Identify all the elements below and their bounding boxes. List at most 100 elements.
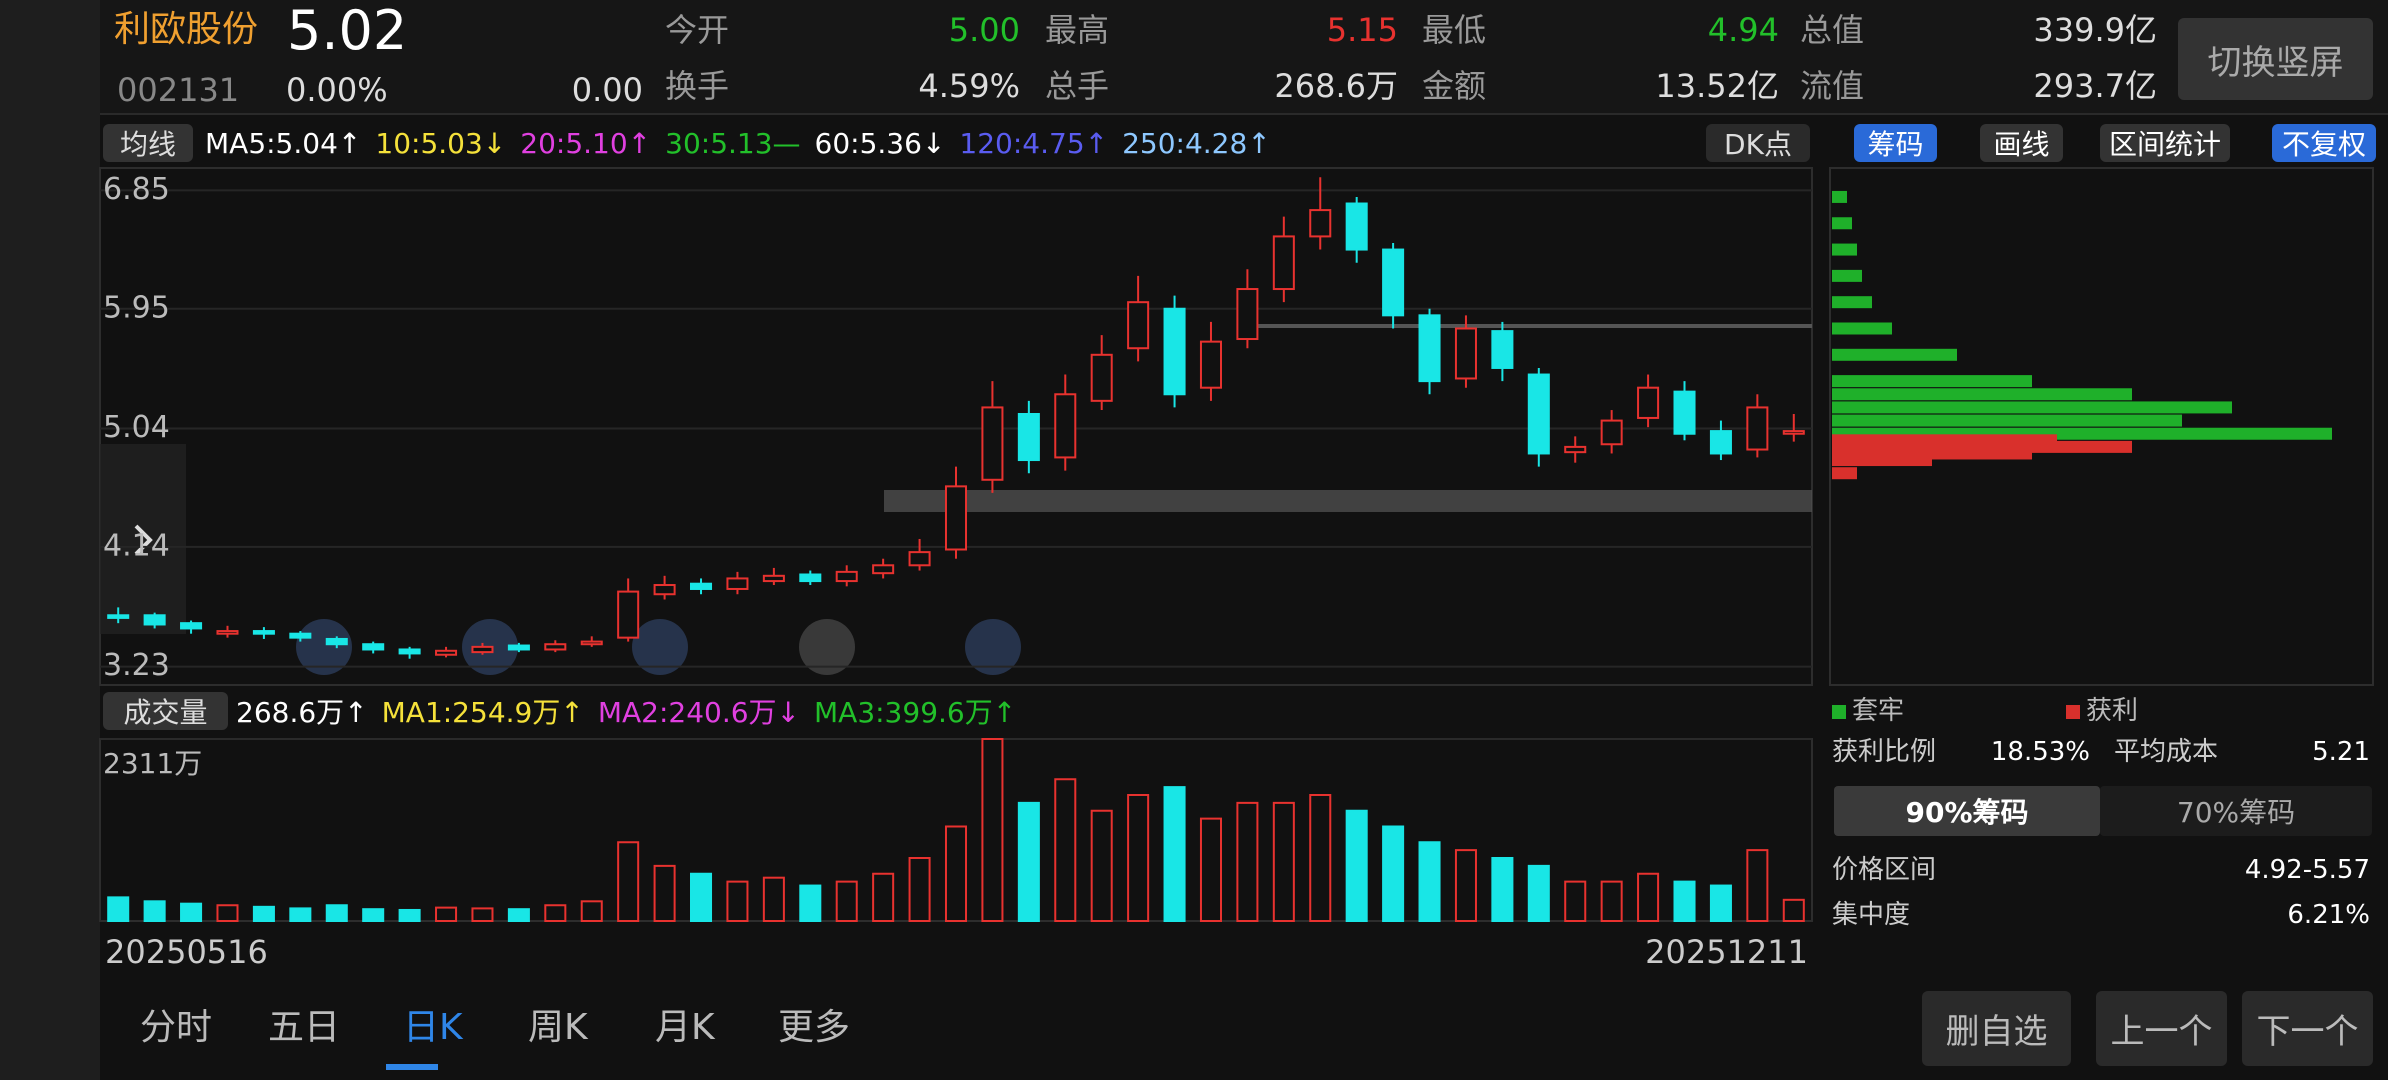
volume-bar <box>1746 849 1769 922</box>
volume-bar <box>507 908 530 923</box>
candle-body <box>1782 430 1805 435</box>
action-button[interactable]: 删自选 <box>1922 991 2071 1066</box>
candle-body <box>1637 386 1660 419</box>
action-button[interactable]: 下一个 <box>2242 991 2373 1066</box>
stat-label: 今开 <box>665 11 730 49</box>
chart-tab[interactable]: 画线 <box>1980 124 2063 162</box>
volume-bar <box>1017 801 1040 922</box>
candle-body <box>1309 209 1332 238</box>
volume-selector[interactable]: 成交量 <box>103 692 228 730</box>
chip-bar <box>1832 243 1857 256</box>
candle-body <box>1746 406 1769 451</box>
candle-body <box>1709 430 1732 455</box>
chip-row-value: 4.92-5.57 <box>2244 855 2370 885</box>
ma-item: 250:4.28↑ <box>1122 126 1271 160</box>
legend-swatch <box>2066 705 2080 719</box>
candle-body <box>107 614 130 619</box>
side-arrow[interactable] <box>100 444 186 634</box>
chart-tab[interactable]: 不复权 <box>2272 124 2376 162</box>
ma-selector[interactable]: 均线 <box>103 124 193 162</box>
chip-stat-label: 获利比例 <box>1832 737 1937 767</box>
candle-body <box>908 551 931 567</box>
volume-item: MA3:399.6万↑ <box>814 696 1017 729</box>
rotate-button[interactable]: 切换竖屏 <box>2178 18 2373 100</box>
period-tab[interactable]: 月K <box>655 1007 715 1048</box>
period-tab[interactable]: 五日 <box>268 1007 341 1048</box>
volume-bar <box>1054 778 1077 922</box>
period-tab[interactable]: 更多 <box>778 1007 851 1048</box>
volume-bar <box>1127 793 1150 923</box>
period-tab[interactable]: 周K <box>528 1007 588 1048</box>
chip-bar <box>1832 348 1957 361</box>
action-button[interactable]: 上一个 <box>2096 991 2227 1066</box>
volume-bar <box>398 908 421 923</box>
chart-tab[interactable]: 区间统计 <box>2100 124 2230 162</box>
volume-bar <box>1309 793 1332 923</box>
volume-bar <box>1090 809 1113 922</box>
candle-body <box>1673 390 1696 435</box>
chip-bar <box>1832 454 1932 467</box>
chart-tab[interactable]: 筹码 <box>1854 124 1937 162</box>
volume-bar <box>252 905 275 923</box>
candle-body <box>1491 330 1514 369</box>
volume-bar <box>325 904 348 923</box>
volume-bar <box>1199 817 1222 922</box>
candle-body <box>1163 307 1186 396</box>
volume-item: MA1:254.9万↑ <box>381 696 584 729</box>
period-tab[interactable]: 分时 <box>140 1007 213 1048</box>
chip-bar <box>1832 414 2182 427</box>
stock-code: 002131 <box>117 71 240 109</box>
volume-bar <box>1345 809 1368 922</box>
volume-bar <box>1163 786 1186 923</box>
sidebar <box>0 0 100 1080</box>
chip-button[interactable]: 90%筹码 <box>1834 786 2100 836</box>
candle-body <box>362 643 385 651</box>
chip-bar <box>1832 401 2232 414</box>
volume-bar <box>1236 801 1259 922</box>
volume-item: 268.6万↑ <box>236 696 368 729</box>
volume-bar <box>1673 880 1696 922</box>
candle-body <box>1454 327 1477 380</box>
stat-value: 5.00 <box>948 11 1020 49</box>
tab-underline <box>386 1064 438 1070</box>
candle-body <box>653 584 676 596</box>
volume-bar <box>690 872 713 923</box>
candle-body <box>1382 248 1405 317</box>
stat-label: 换手 <box>665 67 730 105</box>
price-frame <box>99 167 1813 686</box>
date-end: 20251211 <box>1645 933 1808 971</box>
volume-bar <box>944 825 968 923</box>
stat-value: 5.15 <box>1326 11 1398 49</box>
ma-item: 20:5.10↑ <box>520 126 652 160</box>
volume-bar <box>872 872 895 923</box>
volume-bar <box>471 907 494 923</box>
candle-body <box>580 640 603 646</box>
candle-body <box>1600 419 1623 446</box>
candle-body <box>252 630 275 635</box>
chip-bar <box>1832 296 1872 309</box>
volume-bar <box>1564 880 1587 922</box>
candle-body <box>1127 301 1150 350</box>
chip-button[interactable]: 70%筹码 <box>2100 786 2372 836</box>
volume-bar <box>908 856 931 922</box>
stat-value: 293.7亿 <box>2033 67 2157 105</box>
volume-bar <box>1491 856 1514 922</box>
volume-tick-label: 2311万 <box>103 747 202 780</box>
candle-body <box>1272 235 1295 291</box>
candle-body <box>835 570 858 583</box>
chip-stat-value: 5.21 <box>2312 737 2370 767</box>
ma-item: 10:5.03↓ <box>375 126 507 160</box>
ma-item: MA5:5.04↑ <box>205 126 362 160</box>
chip-bar <box>1832 190 1847 203</box>
candle-body <box>1054 393 1077 459</box>
ma-legend: MA5:5.04↑ 10:5.03↓ 20:5.10↑ 30:5.13— 60:5.36… <box>205 124 1271 162</box>
candle-body <box>544 643 567 651</box>
candle-body <box>726 577 749 590</box>
volume-bar <box>180 902 203 923</box>
period-tab[interactable]: 日K <box>403 1007 463 1048</box>
dk-button[interactable]: DK点 <box>1706 124 1810 162</box>
y-tick-label: 3.23 <box>103 648 170 683</box>
stat-label: 总手 <box>1045 67 1110 105</box>
candle-body <box>325 637 348 646</box>
